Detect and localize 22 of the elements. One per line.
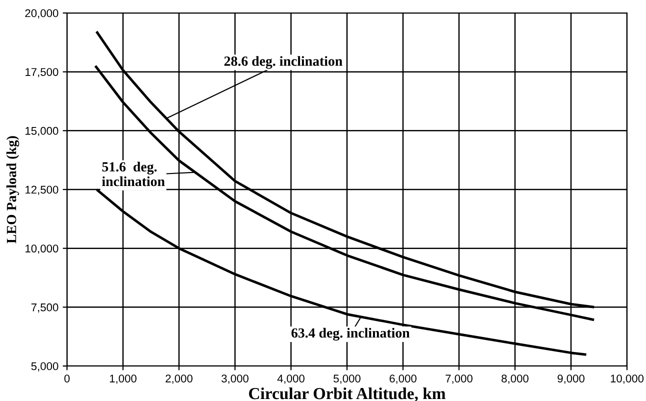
y-tick-label: 5,000	[31, 362, 58, 372]
y-tick-label: 12,500	[26, 186, 58, 195]
x-tick-label: 0	[64, 374, 70, 382]
annotation: 63.4 deg. inclination	[291, 328, 410, 341]
x-tick-label: 3,000	[222, 374, 248, 384]
x-tick-label: 9,000	[558, 374, 584, 384]
x-tick-label: 6,000	[390, 374, 416, 384]
x-tick-label: 5,000	[334, 374, 360, 384]
y-tick-label: 20,000	[25, 9, 58, 18]
y-tick-label: 15,000	[26, 126, 58, 136]
x-tick-label: 4,000	[277, 374, 304, 384]
y-tick-label: 7,500	[31, 303, 58, 313]
annotation: 28.6 deg. inclination	[224, 56, 342, 69]
x-tick-label: 1,000	[110, 374, 136, 384]
x-tick-label: 2,000	[166, 374, 192, 384]
x-tick-label: 7,000	[446, 374, 472, 384]
y-tick-label: 17,500	[26, 68, 58, 78]
y-axis-title: LEO Payload (kg)	[6, 136, 20, 244]
annotation: 51.6 deg. inclination	[102, 162, 165, 186]
x-tick-label: 10,000	[610, 374, 644, 384]
y-tick-label: 10,000	[26, 244, 58, 254]
x-tick-label: 8,000	[502, 374, 528, 384]
